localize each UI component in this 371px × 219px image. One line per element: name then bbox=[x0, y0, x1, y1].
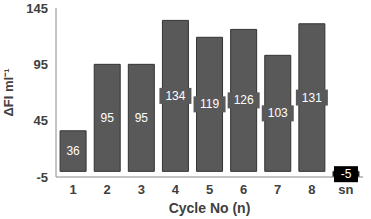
svg-text:126: 126 bbox=[234, 93, 254, 107]
svg-text:4: 4 bbox=[172, 182, 180, 197]
svg-text:1: 1 bbox=[69, 182, 76, 197]
svg-text:2: 2 bbox=[104, 182, 111, 197]
svg-text:-5: -5 bbox=[36, 170, 48, 185]
svg-text:36: 36 bbox=[66, 144, 80, 158]
svg-text:8: 8 bbox=[308, 182, 315, 197]
svg-text:95: 95 bbox=[34, 57, 48, 72]
svg-text:103: 103 bbox=[268, 106, 288, 120]
svg-text:145: 145 bbox=[26, 1, 48, 16]
svg-text:6: 6 bbox=[240, 182, 247, 197]
svg-text:Cycle No (n): Cycle No (n) bbox=[169, 200, 251, 216]
svg-text:-5: -5 bbox=[341, 167, 352, 181]
svg-text:95: 95 bbox=[101, 111, 115, 125]
svg-text:5: 5 bbox=[206, 182, 213, 197]
svg-text:131: 131 bbox=[302, 91, 322, 105]
svg-text:119: 119 bbox=[200, 97, 219, 111]
svg-text:95: 95 bbox=[135, 111, 149, 125]
svg-text:7: 7 bbox=[274, 182, 281, 197]
svg-text:sn: sn bbox=[338, 182, 353, 197]
svg-text:ΔFI ml⁻¹: ΔFI ml⁻¹ bbox=[8, 68, 16, 116]
svg-text:134: 134 bbox=[165, 89, 185, 103]
svg-text:3: 3 bbox=[138, 182, 145, 197]
svg-text:45: 45 bbox=[34, 113, 48, 128]
